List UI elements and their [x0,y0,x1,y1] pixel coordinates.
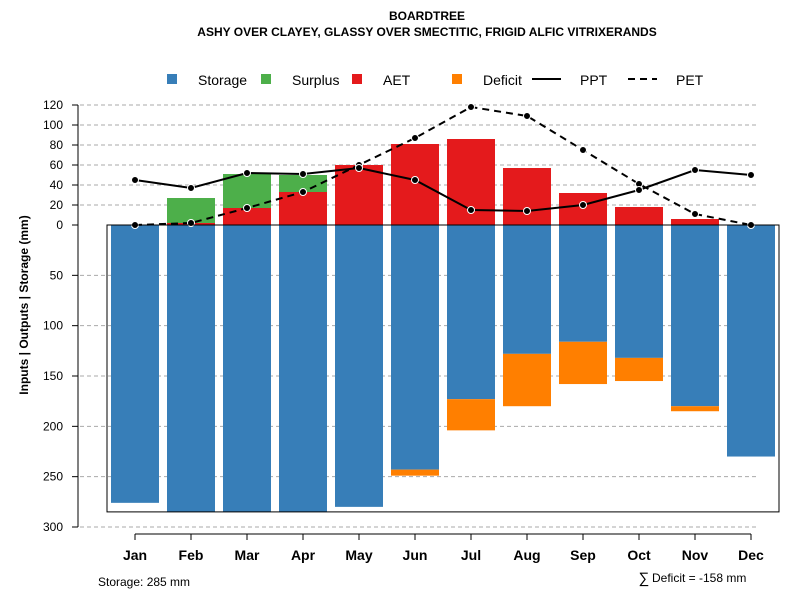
x-tick-label-aug: Aug [513,547,540,563]
bar-storage-jun [391,225,439,470]
legend-label-aet: AET [383,72,411,88]
bar-storage-nov [671,225,719,407]
y-axis-label: Inputs | Outputs | Storage (mm) [17,215,31,394]
y-tick-label-lower-200: 200 [43,419,63,433]
bars [111,139,775,512]
point-pet-aug [523,112,531,120]
legend-label-ppt: PPT [580,72,608,88]
legend: Storage Surplus AET Deficit PPT PET [167,72,704,88]
bar-deficit-oct [615,357,663,382]
legend-label-surplus: Surplus [292,72,339,88]
point-ppt-apr [299,170,307,178]
bar-aet-mar [223,208,271,225]
point-ppt-jul [467,206,475,214]
bar-storage-feb [167,225,215,512]
bar-storage-aug [503,225,551,354]
bar-deficit-aug [503,353,551,407]
legend-label-storage: Storage [198,72,247,88]
bar-aet-apr [279,192,327,225]
point-ppt-mar [243,169,251,177]
point-ppt-jun [411,176,419,184]
point-ppt-nov [691,166,699,174]
x-tick-label-nov: Nov [682,547,709,563]
y-tick-label-lower-100: 100 [43,319,63,333]
y-tick-label-upper-0: 0 [56,218,63,232]
y-tick-label-upper-60: 60 [50,158,64,172]
bar-aet-oct [615,207,663,225]
sum-symbol: ∑ [639,570,650,587]
point-ppt-dec [747,171,755,179]
x-tick-label-jul: Jul [461,547,481,563]
x-tick-label-jan: Jan [123,547,147,563]
bar-deficit-sep [559,341,607,385]
point-ppt-aug [523,207,531,215]
bar-storage-apr [279,225,327,512]
bar-deficit-jun [391,469,439,476]
bar-storage-jul [447,225,495,400]
point-pet-apr [299,188,307,196]
y-tick-label-upper-20: 20 [50,198,64,212]
y-tick-label-lower-50: 50 [50,268,64,282]
bar-aet-aug [503,168,551,225]
bar-storage-may [335,225,383,507]
x-tick-label-jun: Jun [403,547,428,563]
line-pet [134,105,752,226]
point-pet-nov [691,210,699,218]
bar-storage-dec [727,225,775,457]
point-pet-sep [579,146,587,154]
x-tick-label-oct: Oct [627,547,651,563]
legend-label-pet: PET [676,72,704,88]
x-tick-label-may: May [345,547,372,563]
bar-deficit-nov [671,406,719,412]
point-pet-jun [411,134,419,142]
x-tick-label-dec: Dec [738,547,764,563]
lines [131,103,755,229]
bar-surplus-mar [223,174,271,208]
point-ppt-jan [131,176,139,184]
y-tick-label-upper-40: 40 [50,178,64,192]
x-tick-label-feb: Feb [179,547,204,563]
x-tick-label-mar: Mar [235,547,260,563]
legend-label-deficit: Deficit [483,72,522,88]
legend-swatch-aet [352,74,362,84]
point-pet-mar [243,204,251,212]
storage-capacity-note: Storage: 285 mm [98,575,190,589]
bar-aet-may [335,165,383,225]
y-tick-label-lower-250: 250 [43,470,63,484]
deficit-total-note: Deficit = -158 mm [652,571,746,585]
point-ppt-sep [579,201,587,209]
bar-storage-sep [559,225,607,342]
bar-storage-mar [223,225,271,512]
bar-deficit-jul [447,399,495,431]
point-ppt-feb [187,184,195,192]
legend-swatch-storage [167,74,177,84]
chart-subtitle: ASHY OVER CLAYEY, GLASSY OVER SMECTITIC,… [197,25,656,39]
y-tick-label-lower-300: 300 [43,520,63,534]
chart-title: BOARDTREE [389,9,465,23]
point-ppt-oct [635,186,643,194]
axes: 0 20 40 60 80 100 120 50 100 150 200 250 300 Jan Feb Ma… [43,98,780,563]
y-tick-label-upper-120: 120 [43,98,63,112]
line-ppt [134,166,752,213]
y-tick-label-upper-80: 80 [50,138,64,152]
y-tick-label-upper-100: 100 [43,118,63,132]
legend-swatch-deficit [452,74,462,84]
bar-storage-oct [615,225,663,358]
bar-storage-jan [111,225,159,503]
bar-aet-jun [391,144,439,225]
x-tick-label-sep: Sep [570,547,596,563]
point-ppt-may [355,164,363,172]
legend-swatch-surplus [261,74,271,84]
y-tick-label-lower-150: 150 [43,369,63,383]
bar-surplus-apr [279,175,327,192]
bar-aet-nov [671,219,719,225]
x-tick-label-apr: Apr [291,547,316,563]
point-pet-jul [467,103,475,111]
